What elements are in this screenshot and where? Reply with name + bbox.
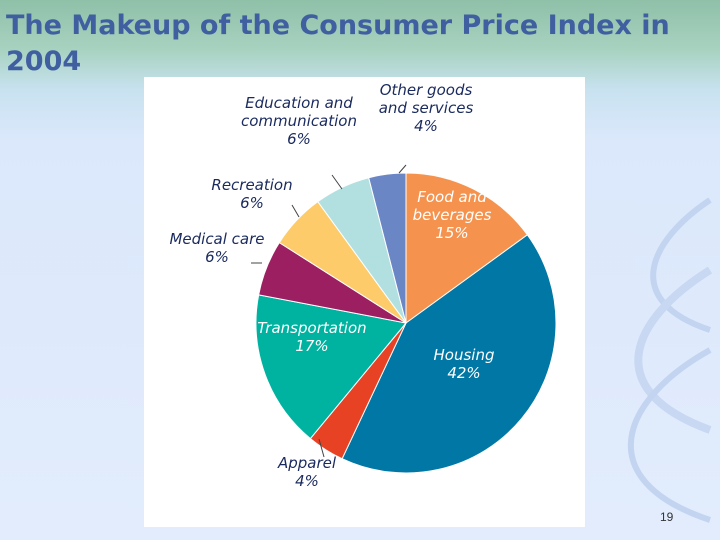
pie-slice — [405, 172, 529, 324]
slice-label: Education and communication 6% — [241, 94, 357, 148]
page-number: 19 — [660, 510, 674, 524]
slice-value-label: 15% — [435, 224, 468, 242]
slice-value-label: 6% — [205, 248, 229, 266]
pie-slice — [341, 234, 557, 474]
slice-label: Recreation 6% — [211, 176, 292, 212]
slice-name-label: beverages — [413, 206, 492, 224]
decorative-swirl — [627, 197, 713, 523]
leader-line — [318, 438, 325, 458]
slice-name-label: Transportation — [257, 319, 366, 337]
slice-label: Transportation 17% — [257, 319, 366, 355]
slice-name-label: Medical care — [169, 230, 264, 248]
slide-title: The Makeup of the Consumer Price Index i… — [6, 10, 670, 77]
slice-name-label: Apparel — [277, 454, 337, 472]
leader-line — [291, 204, 300, 218]
chart-panel: Food and beverages 15% Housing 42% Apparel 4% T… — [144, 77, 585, 527]
slice-label: Medical care 6% — [169, 230, 264, 266]
leader-line — [398, 164, 407, 174]
leader-line — [331, 174, 343, 190]
slice-name-label: Education and — [245, 94, 353, 112]
slice-label: Housing 42% — [434, 346, 495, 382]
slice-value-label: 4% — [295, 472, 319, 490]
slice-name-label: Food and — [417, 188, 487, 206]
slice-name-label: Housing — [434, 346, 495, 364]
slice-label: Apparel 4% — [277, 454, 337, 490]
slice-name-label: communication — [241, 112, 357, 130]
slice-label: Food and beverages 15% — [413, 188, 492, 242]
slice-label: Other goods and services 4% — [379, 81, 474, 135]
pie-slice — [368, 172, 407, 324]
slice-value-label: 6% — [240, 194, 264, 212]
slice-name-label: Recreation — [211, 176, 292, 194]
pie-slice — [255, 294, 407, 440]
pie-chart: Food and beverages 15%Housing 42%Apparel 4%T… — [169, 81, 557, 490]
slice-value-label: 42% — [447, 364, 480, 382]
slice-value-label: 17% — [295, 337, 328, 355]
slice-name-label: Other goods — [380, 81, 473, 99]
slice-name-label: and services — [379, 99, 474, 117]
slice-value-label: 4% — [414, 117, 438, 135]
slice-value-label: 6% — [287, 130, 311, 148]
